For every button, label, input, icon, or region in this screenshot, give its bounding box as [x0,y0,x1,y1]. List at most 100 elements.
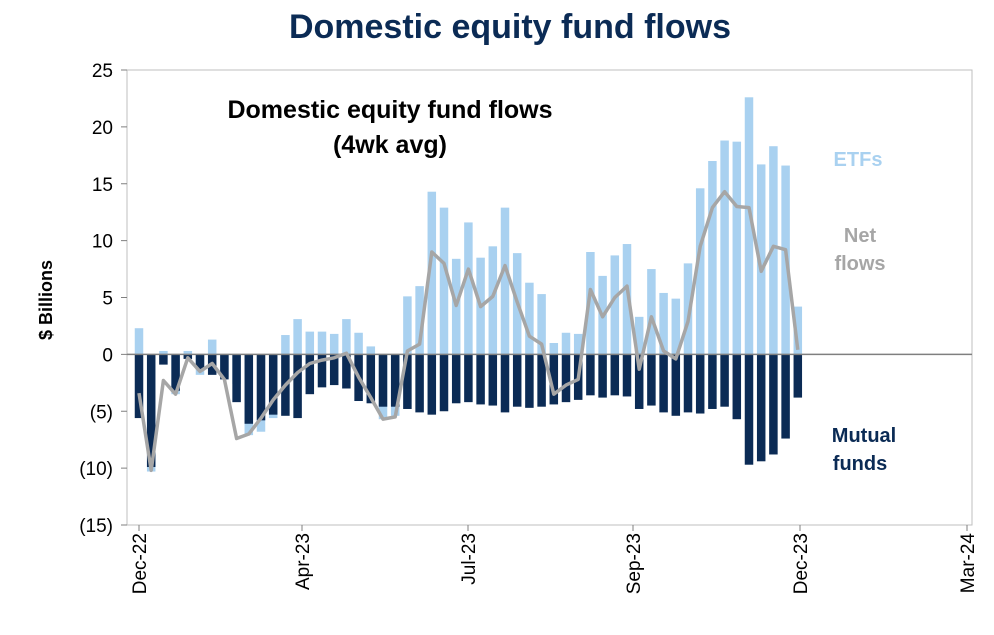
mutual-fund-bar-42 [647,354,656,406]
etf-bar-42 [647,269,656,355]
mutual-fund-bar-33 [537,354,546,407]
etf-bars [134,97,803,472]
mutual-fund-bar-24 [427,354,437,415]
mutual-fund-bar-34 [549,354,559,405]
mutual-fund-bar-7 [220,354,229,380]
mutual-fund-bar-0 [134,354,144,419]
mutual-fund-bar-43 [659,354,668,413]
mutual-fund-bar-19 [366,354,376,404]
etf-bar-29 [488,246,498,355]
mutual-fund-bar-39 [610,354,620,396]
mutual-fund-bar-13 [293,354,302,419]
mutual-fund-bar-9 [244,354,254,424]
mutual-funds-series-label-line-2: funds [833,453,887,475]
etf-bar-13 [293,319,302,355]
etf-bar-34 [549,343,559,355]
etf-bar-48 [720,140,729,355]
mutual-fund-bar-45 [683,354,693,413]
mutual-fund-bar-52 [769,354,778,455]
mutual-fund-bar-5 [195,354,205,370]
chart-title: Domestic equity fund flows [289,8,731,46]
x-tick-label: Apr-23 [293,533,314,590]
etf-bar-37 [586,252,595,355]
y-tick-label: 0 [102,345,113,366]
x-tick-label: Jul-23 [459,533,480,585]
y-tick-label: 20 [92,118,113,139]
mutual-fund-bar-46 [695,354,705,414]
etf-bar-18 [354,332,363,355]
y-tick-label: 10 [92,232,113,253]
mutual-fund-bar-44 [671,354,681,416]
etf-bar-47 [708,161,717,355]
etf-bar-40 [622,244,632,355]
mutual-fund-bars [134,354,803,467]
net-flows-series-label-line-1: Net [844,225,877,247]
mutual-fund-bar-15 [317,354,327,388]
mutual-fund-bar-11 [268,354,278,415]
mutual-fund-bar-27 [464,354,473,403]
etf-bar-0 [134,328,144,355]
x-tick-label: Dec-23 [791,533,812,594]
mutual-fund-bar-21 [390,354,400,407]
y-tick-label: 15 [92,175,113,196]
etf-bar-22 [403,296,412,355]
mutual-fund-bar-47 [708,354,717,409]
mutual-fund-bar-53 [781,354,790,439]
etf-bar-50 [744,97,754,355]
mutual-fund-bar-31 [512,354,522,407]
mutual-fund-bar-35 [561,354,571,403]
etf-bar-43 [659,292,668,355]
etf-bar-2 [159,350,168,355]
mutual-fund-bar-25 [439,354,449,412]
mutual-fund-bar-10 [256,354,266,421]
mutual-funds-series-label-line-1: Mutual [832,425,896,447]
etf-bar-45 [683,263,693,355]
etf-bar-27 [464,222,473,355]
etf-bar-49 [732,141,742,355]
etf-bar-44 [671,298,681,355]
mutual-fund-bar-8 [232,354,241,403]
mutual-fund-bar-30 [500,354,510,413]
x-tick-label: Dec-22 [130,533,151,594]
etf-bar-46 [695,188,705,355]
etf-bar-15 [317,331,327,355]
mutual-fund-bar-40 [622,354,632,397]
mutual-fund-bar-29 [488,354,498,406]
mutual-fund-bar-26 [451,354,461,404]
mutual-fund-bar-2 [159,354,168,365]
x-axis-ticks: Dec-22 Apr-23 Jul-23 Sep-23 Dec-23 Mar-24 [130,525,979,594]
etf-bar-36 [573,333,583,355]
y-tick-label: 5 [102,289,113,310]
y-tick-label: 25 [92,61,113,82]
y-tick-label: (10) [79,459,113,480]
etf-bar-4 [183,350,193,355]
etf-series-label: ETFs [834,149,883,171]
mutual-fund-bar-48 [720,354,729,407]
etf-bar-33 [537,294,546,355]
etf-bar-16 [329,333,339,355]
y-axis-ticks: 25 20 15 10 5 0 (5) (10) (15) [79,61,127,537]
mutual-fund-bar-37 [586,354,595,396]
etf-bar-35 [561,332,571,355]
x-tick-label: Mar-24 [958,533,979,594]
y-tick-label: (5) [90,402,113,423]
mutual-fund-bar-54 [793,354,803,398]
mutual-fund-bar-3 [171,354,180,391]
mutual-fund-bar-50 [744,354,754,465]
mutual-fund-bar-32 [525,354,534,408]
y-axis-label: $ Billions [36,260,56,340]
etf-bar-41 [634,316,644,355]
etf-bar-14 [305,331,315,355]
mutual-fund-bar-22 [403,354,412,409]
x-tick-label: Sep-23 [624,533,645,594]
etf-bar-39 [610,255,620,355]
mutual-fund-bar-41 [634,354,644,409]
mutual-fund-bar-1 [146,354,156,467]
etf-bar-25 [439,207,449,355]
etf-bar-52 [769,146,778,355]
mutual-fund-bar-20 [378,354,388,407]
mutual-fund-bar-28 [476,354,485,405]
etf-bar-12 [281,335,290,355]
etf-bar-32 [525,282,534,355]
